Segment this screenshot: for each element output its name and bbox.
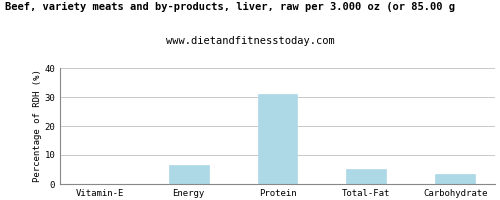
Bar <box>258 94 298 184</box>
Bar <box>435 174 475 184</box>
Y-axis label: Percentage of RDH (%): Percentage of RDH (%) <box>32 70 42 182</box>
Text: Beef, variety meats and by-products, liver, raw per 3.000 oz (or 85.00 g: Beef, variety meats and by-products, liv… <box>5 2 455 12</box>
Text: www.dietandfitnesstoday.com: www.dietandfitnesstoday.com <box>166 36 334 46</box>
Bar <box>168 165 208 184</box>
Bar <box>346 169 387 184</box>
